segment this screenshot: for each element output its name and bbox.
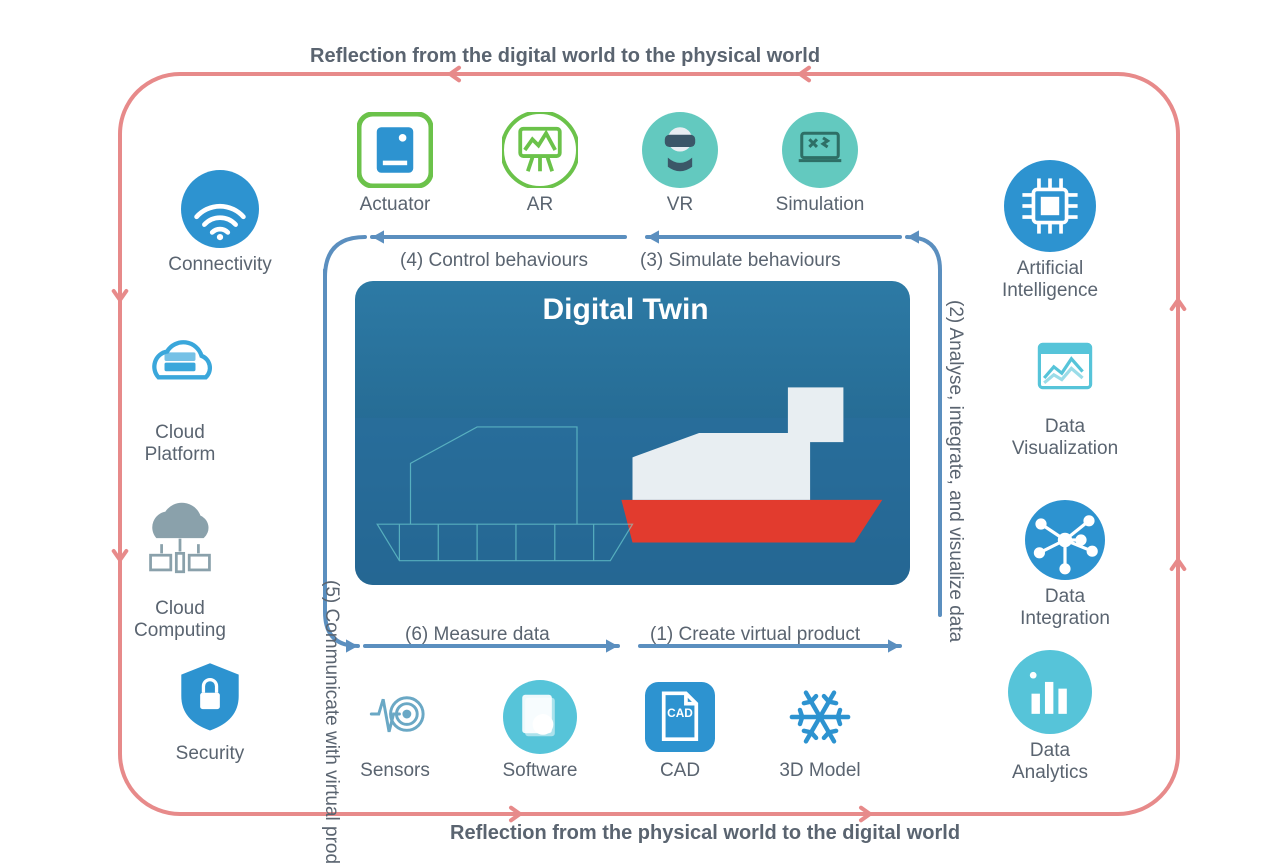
node-cloud_platform: CloudPlatform — [120, 330, 240, 466]
node-label: Actuator — [360, 194, 431, 216]
digital-twin-panel: Digital Twin — [355, 281, 910, 585]
node-label: DataIntegration — [1020, 586, 1110, 630]
node-label: AR — [527, 194, 553, 216]
node-label: DataAnalytics — [1012, 740, 1088, 784]
node-security: Security — [150, 655, 270, 765]
step-label: (5) Communicate with virtual product — [320, 580, 342, 864]
network-icon — [1025, 500, 1105, 580]
chip-icon — [1004, 160, 1096, 252]
reflection-caption-bottom: Reflection from the physical world to th… — [450, 822, 960, 845]
ar-board-icon — [502, 112, 578, 188]
node-label: CloudPlatform — [145, 422, 216, 466]
node-label: VR — [667, 194, 693, 216]
barchart-icon — [1008, 650, 1092, 734]
reflection-caption-top: Reflection from the digital world to the… — [310, 45, 820, 68]
node-cad: CAD CAD — [620, 680, 740, 782]
digital-twin-title: Digital Twin — [543, 293, 709, 327]
node-label: CloudComputing — [134, 598, 226, 642]
node-label: Sensors — [360, 760, 430, 782]
step-label: (2) Analyse, integrate, and visualize da… — [944, 300, 966, 642]
cloud-server-icon — [137, 330, 223, 416]
digital-twin-diagram: { "canvas":{"w":1272,"h":864}, "colors":… — [0, 0, 1272, 864]
chart-icon — [1025, 330, 1105, 410]
sensor-icon — [358, 680, 432, 754]
node-model3d: 3D Model — [760, 680, 880, 782]
sim-laptop-icon — [782, 112, 858, 188]
node-dataviz: DataVisualization — [1005, 330, 1125, 460]
node-label: ArtificialIntelligence — [1002, 258, 1098, 302]
software-disc-icon — [503, 680, 577, 754]
step-label: (3) Simulate behaviours — [640, 250, 841, 272]
node-software: Software — [480, 680, 600, 782]
wifi-icon — [181, 170, 259, 248]
node-connectivity: Connectivity — [160, 170, 280, 276]
shield-lock-icon — [169, 655, 251, 737]
node-sensors: Sensors — [335, 680, 455, 782]
node-actuator: Actuator — [335, 112, 455, 216]
node-label: 3D Model — [779, 760, 860, 782]
node-data_integration: DataIntegration — [1005, 500, 1125, 630]
step-label: (6) Measure data — [405, 624, 550, 646]
node-simulation: Simulation — [760, 112, 880, 216]
step-label: (4) Control behaviours — [400, 250, 588, 272]
node-vr: VR — [620, 112, 740, 216]
node-label: Simulation — [776, 194, 865, 216]
node-label: CAD — [660, 760, 700, 782]
node-cloud_computing: CloudComputing — [120, 500, 240, 642]
vr-headset-icon — [642, 112, 718, 188]
node-label: DataVisualization — [1012, 416, 1118, 460]
step-label: (1) Create virtual product — [650, 624, 860, 646]
cad-file-icon: CAD — [643, 680, 717, 754]
node-label: Security — [176, 743, 245, 765]
snowflake-icon — [783, 680, 857, 754]
node-label: Connectivity — [168, 254, 272, 276]
actuator-icon — [357, 112, 433, 188]
node-ar: AR — [480, 112, 600, 216]
node-data_analytics: DataAnalytics — [990, 650, 1110, 784]
svg-text:CAD: CAD — [667, 706, 693, 720]
cloud-devices-icon — [134, 500, 226, 592]
node-label: Software — [503, 760, 578, 782]
node-ai: ArtificialIntelligence — [990, 160, 1110, 302]
